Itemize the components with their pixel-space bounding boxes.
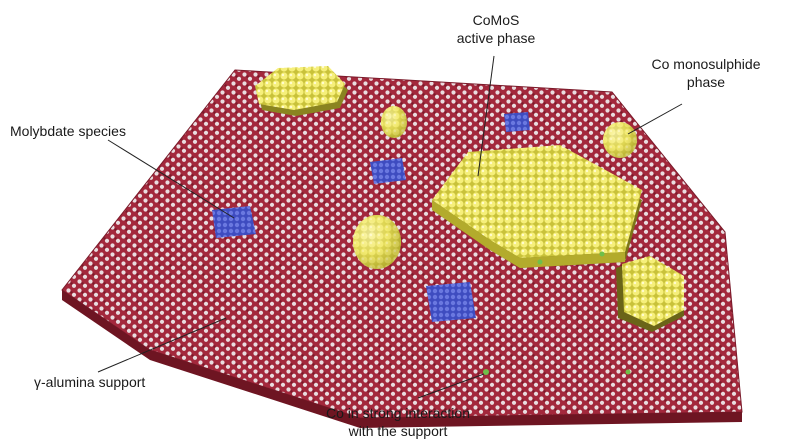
leader-molybdate bbox=[107, 139, 235, 219]
co-monosulphide-label: Co monosulphide phase bbox=[636, 55, 776, 91]
sulfide-cluster-small bbox=[381, 106, 407, 138]
co-monosulphide-cluster-top bbox=[603, 122, 637, 158]
co-strong-label-line1: Co in strong interaction bbox=[326, 405, 470, 421]
leader-comos bbox=[477, 55, 495, 177]
comos-platelet-small bbox=[255, 66, 348, 116]
co-monosulphide-label-line2: phase bbox=[686, 74, 726, 90]
molybdate-patch-1 bbox=[504, 112, 530, 132]
leader-lines bbox=[97, 55, 683, 399]
comos-label-line1: CoMoS bbox=[472, 12, 520, 28]
molybdate-patch-3 bbox=[212, 206, 256, 238]
co-strong-interaction-label: Co in strong interaction with the suppor… bbox=[283, 404, 513, 440]
comos-active-phase-platelet bbox=[432, 145, 642, 268]
co-monosulphide-label-line1: Co monosulphide bbox=[651, 56, 761, 72]
comos-label: CoMoS active phase bbox=[436, 11, 556, 47]
comos-label-line2: active phase bbox=[456, 30, 536, 46]
molybdate-patch-2 bbox=[370, 158, 406, 184]
co-strong-interaction-atoms bbox=[483, 251, 631, 375]
leader-co-mono bbox=[627, 103, 683, 135]
co-strong-label-line2: with the support bbox=[348, 423, 448, 439]
sulfide-cluster-medium bbox=[353, 215, 401, 269]
co-monosulphide-cluster-large bbox=[616, 256, 684, 332]
leader-co-strong bbox=[417, 373, 485, 399]
molybdate-label: Molybdate species bbox=[10, 123, 126, 139]
leader-alumina bbox=[97, 317, 227, 373]
alumina-label: γ-alumina support bbox=[34, 374, 146, 390]
molybdate-patch-4 bbox=[426, 282, 476, 322]
